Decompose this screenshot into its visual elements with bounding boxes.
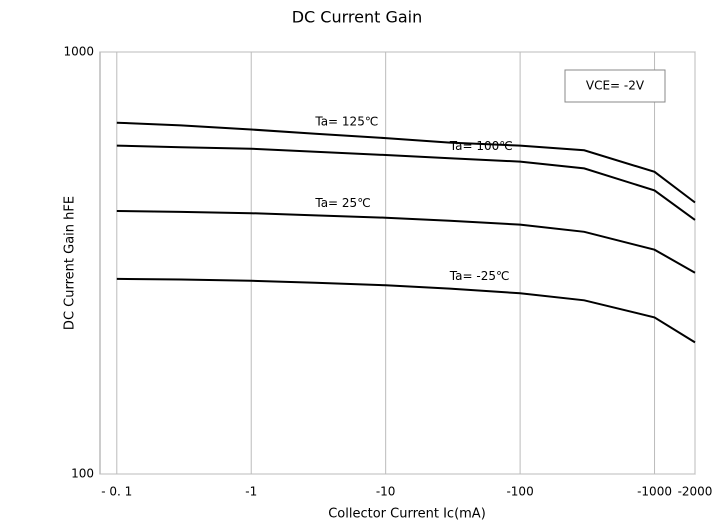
chart-title: DC Current Gain [292,8,423,27]
x-tick-label: - 0. 1 [101,485,132,499]
series-label: Ta= -25℃ [449,269,510,283]
y-tick-label: 100 [71,467,94,481]
x-tick-label: -1 [245,485,257,499]
line [116,277,696,344]
annotation: VCE= -2V [586,79,645,93]
x-tick-label: -10 [376,485,396,499]
y-axis-label: DC Current Gain hFE [63,196,78,330]
x-tick-label: -2000 [678,485,713,499]
x-tick-label: -100 [506,485,533,499]
series-label: Ta= 100℃ [449,139,513,153]
y-tick-label: 1000 [63,45,94,59]
x-tick-label: -1000 [637,485,672,499]
line [116,121,696,204]
annotation-box [564,69,666,103]
line [116,210,696,274]
series-label: Ta= 125℃ [314,114,378,128]
plot-area [99,51,696,475]
x-axis-label: Collector Current Ic(mA) [328,507,486,522]
line [116,144,696,221]
series-label: Ta= 25℃ [314,196,370,210]
